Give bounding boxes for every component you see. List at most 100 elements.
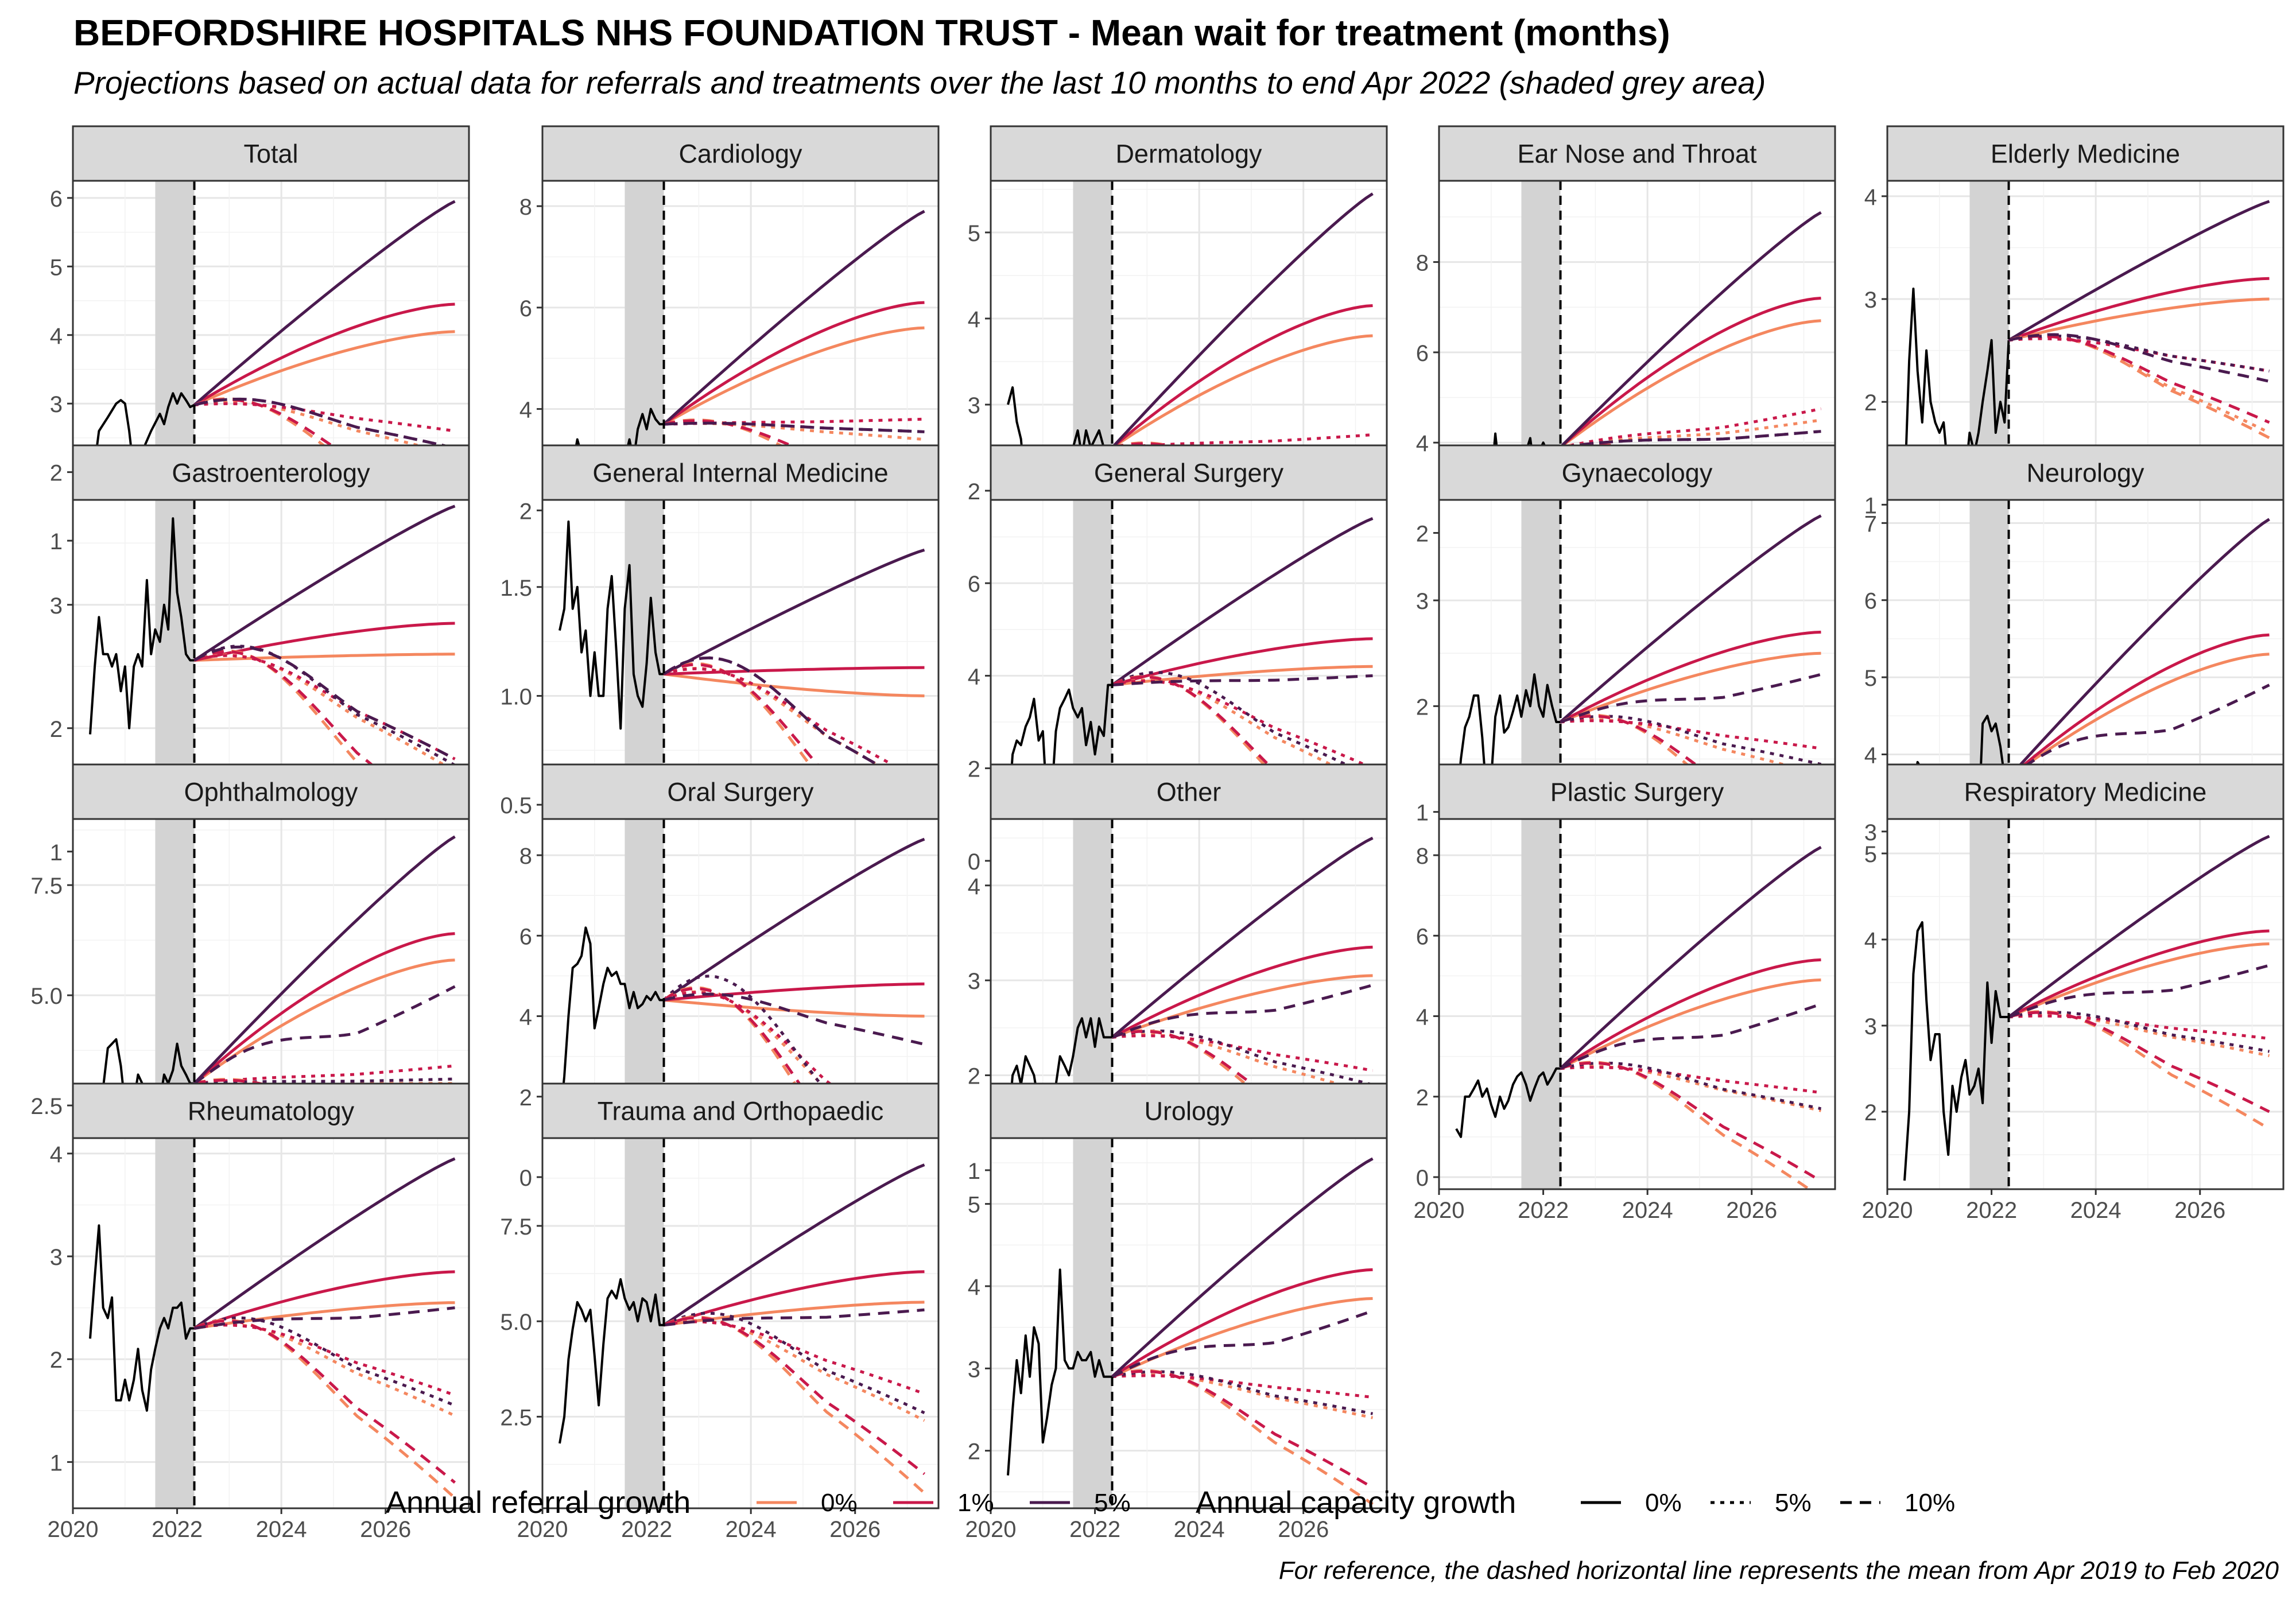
projection-series-ref5pct-cap0pct bbox=[193, 1157, 456, 1330]
projection-series-ref1pct-cap5pct bbox=[1560, 719, 1821, 750]
projection-series-ref0pct-cap0pct bbox=[664, 673, 925, 697]
y-tick-label: 8 bbox=[519, 195, 532, 220]
actual-series bbox=[559, 926, 664, 1125]
y-tick-label: 4 bbox=[1864, 185, 1877, 210]
legend-label-capacity: 5% bbox=[1775, 1489, 1812, 1517]
actual-series bbox=[559, 1278, 664, 1444]
projection-series-ref5pct-cap10pct bbox=[1112, 674, 1373, 686]
y-tick-label: 2 bbox=[519, 499, 532, 524]
facet-strip bbox=[541, 125, 940, 182]
facet-respiratory-medicine: Respiratory Medicine 2 3 4 5 2020 2022 2024 2026 bbox=[1862, 763, 2285, 1223]
projection-series-ref5pct-cap5pct bbox=[193, 645, 456, 767]
projection-series-ref0pct-cap0pct bbox=[1560, 319, 1821, 449]
facet-rheumatology: Rheumatology 1 2 3 4 2020 2022 2024 2026 bbox=[48, 1082, 470, 1542]
y-tick-label: 0 bbox=[968, 849, 980, 875]
x-tick-label: 2022 bbox=[621, 1517, 672, 1542]
actual-series bbox=[1455, 1067, 1561, 1138]
x-tick-label: 2024 bbox=[1174, 1517, 1225, 1542]
actual-series bbox=[1007, 1017, 1112, 1132]
x-tick-label: 2024 bbox=[2070, 1198, 2122, 1223]
y-tick-label: 2 bbox=[50, 461, 63, 486]
projection-series-ref1pct-cap0pct bbox=[193, 302, 455, 406]
projection-series-ref1pct-cap0pct bbox=[1111, 304, 1373, 449]
facet-strip-label: Ear Nose and Throat bbox=[1518, 139, 1757, 169]
projection-series-ref5pct-cap10pct bbox=[2008, 333, 2270, 383]
y-tick-label: 5 bbox=[50, 255, 63, 280]
projection-series-ref1pct-cap0pct bbox=[193, 932, 455, 1085]
y-tick-label: 2 bbox=[1416, 694, 1429, 720]
projection-series-ref5pct-cap10pct bbox=[664, 421, 925, 433]
panel-lines bbox=[89, 1157, 456, 1499]
projection-series-ref0pct-cap0pct bbox=[2008, 297, 2270, 342]
projection-series-ref1pct-cap5pct bbox=[664, 417, 925, 426]
y-tick-label: 7 bbox=[1864, 511, 1877, 537]
projection-series-ref0pct-cap5pct bbox=[664, 422, 925, 441]
y-tick-label: 7.5 bbox=[30, 874, 63, 899]
panel-lines bbox=[1007, 517, 1374, 862]
y-tick-label: 2 bbox=[1416, 1085, 1429, 1111]
y-tick-label: 3 bbox=[1864, 1014, 1877, 1039]
y-tick-label: 2 bbox=[968, 1064, 980, 1089]
y-tick-label: 2.5 bbox=[500, 1405, 532, 1430]
y-tick-label: 6 bbox=[1416, 341, 1429, 366]
panel-lines bbox=[1903, 834, 2270, 1181]
projection-series-ref5pct-cap10pct bbox=[193, 985, 456, 1085]
projection-series-ref5pct-cap0pct bbox=[1559, 845, 1822, 1070]
y-tick-label: 1.5 bbox=[500, 576, 532, 601]
projection-series-ref5pct-cap0pct bbox=[1111, 1157, 1374, 1378]
panel-border bbox=[990, 1137, 1388, 1509]
projection-series-ref1pct-cap5pct bbox=[1112, 433, 1373, 449]
y-tick-label: 1 bbox=[1864, 493, 1877, 518]
projection-series-ref5pct-cap0pct bbox=[663, 548, 925, 676]
x-tick-label: 2024 bbox=[726, 1517, 777, 1542]
projection-series-ref5pct-cap10pct bbox=[1560, 1003, 1822, 1070]
y-tick-label: 5 bbox=[1864, 842, 1877, 867]
projection-series-ref0pct-cap5pct bbox=[663, 1319, 925, 1422]
x-tick-label: 2020 bbox=[1862, 1198, 1913, 1223]
panel-lines bbox=[89, 504, 456, 859]
facet-strip bbox=[72, 1082, 470, 1139]
legend-label-referral: 0% bbox=[821, 1489, 858, 1517]
facet-strip bbox=[72, 763, 470, 820]
y-tick-label: 1 bbox=[50, 529, 63, 554]
projection-series-ref1pct-cap0pct bbox=[664, 982, 925, 1002]
panel-background bbox=[542, 1138, 938, 1508]
y-tick-label: 8 bbox=[1416, 844, 1429, 869]
x-tick-label: 2020 bbox=[1414, 1198, 1465, 1223]
legend-label-referral: 5% bbox=[1094, 1489, 1131, 1517]
chart-subtitle: Projections based on actual data for ref… bbox=[73, 65, 1766, 100]
y-tick-label: 1 bbox=[50, 1450, 63, 1476]
x-tick-label: 2024 bbox=[256, 1517, 307, 1542]
projection-series-ref5pct-cap10pct bbox=[1111, 1309, 1374, 1378]
x-tick-label: 2022 bbox=[1069, 1517, 1120, 1542]
y-tick-label: 4 bbox=[1416, 431, 1429, 456]
y-tick-label: 4 bbox=[968, 1275, 980, 1300]
facet-strip-label: Oral Surgery bbox=[667, 778, 814, 807]
legend: Annual referral growth 0% 1% 5% Annual capac… bbox=[386, 1485, 1955, 1520]
projection-series-ref5pct-cap10pct bbox=[194, 1306, 455, 1330]
projection-series-ref5pct-cap0pct bbox=[1111, 517, 1374, 686]
legend-label-capacity: 10% bbox=[1905, 1489, 1955, 1517]
panel-background bbox=[991, 1138, 1387, 1508]
projection-series-ref0pct-cap0pct bbox=[193, 330, 455, 406]
y-tick-label: 1 bbox=[968, 1159, 980, 1184]
facet-urology: Urology 2 3 4 5 2020 2022 2024 2026 bbox=[965, 1082, 1388, 1542]
y-tick-label: 4 bbox=[50, 324, 63, 349]
panel-border bbox=[541, 1137, 940, 1509]
facet-strip bbox=[1438, 763, 1836, 820]
projection-series-ref1pct-cap0pct bbox=[193, 1270, 455, 1330]
projection-series-ref1pct-cap5pct bbox=[1112, 1374, 1373, 1399]
projection-series-ref5pct-cap0pct bbox=[193, 504, 456, 662]
projection-series-ref1pct-cap10pct bbox=[663, 987, 887, 1189]
panel-border bbox=[1886, 818, 2285, 1190]
facet-strip bbox=[72, 444, 470, 501]
panel-lines bbox=[1007, 836, 1374, 1177]
facet-strip-label: Total bbox=[243, 139, 298, 169]
projection-series-ref5pct-cap10pct bbox=[1560, 673, 1822, 724]
projection-series-ref0pct-cap0pct bbox=[1112, 665, 1373, 686]
y-tick-label: 2 bbox=[50, 717, 63, 742]
panel-background bbox=[1439, 819, 1835, 1189]
y-tick-label: 3 bbox=[50, 392, 63, 417]
facet-strip-label: Gastroenterology bbox=[172, 459, 370, 488]
